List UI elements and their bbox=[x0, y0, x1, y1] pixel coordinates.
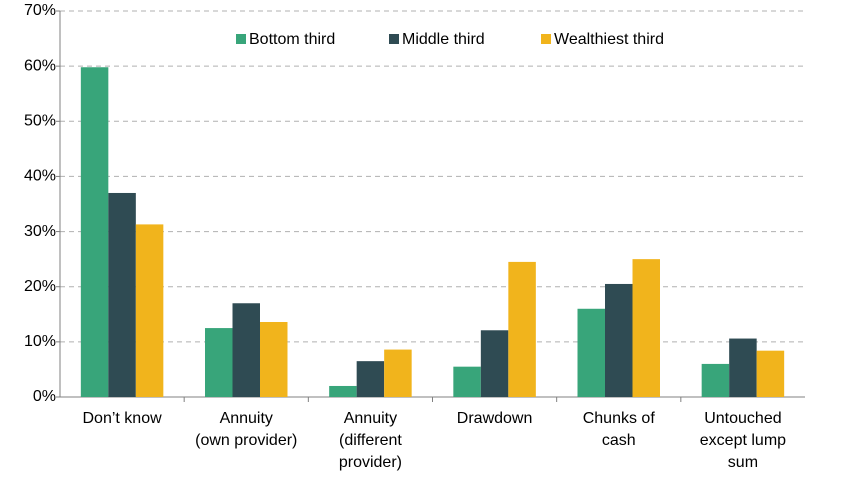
bar bbox=[329, 385, 357, 397]
bar bbox=[577, 308, 605, 397]
legend-item: Wealthiest third bbox=[541, 31, 664, 48]
bar bbox=[701, 363, 730, 397]
y-tick-label: 30% bbox=[24, 223, 56, 240]
bar bbox=[453, 366, 481, 397]
legend-label: Wealthiest third bbox=[554, 31, 664, 48]
bar bbox=[108, 192, 136, 397]
x-tick-label: Drawdown bbox=[457, 410, 533, 427]
y-tick-label: 40% bbox=[24, 168, 56, 185]
legend-item: Middle third bbox=[389, 31, 485, 48]
bar bbox=[756, 350, 785, 397]
y-tick-label: 50% bbox=[24, 113, 56, 130]
legend-item: Bottom third bbox=[236, 31, 335, 48]
x-tick-label: Don’t know bbox=[83, 410, 163, 427]
y-tick-label: 10% bbox=[24, 333, 56, 350]
y-tick-label: 60% bbox=[24, 57, 56, 74]
x-tick-label: Annuity (own provider) bbox=[195, 410, 297, 449]
x-tick-label: Untouched except lump sum bbox=[700, 410, 786, 471]
bar bbox=[260, 322, 288, 397]
x-tick-label: Chunks of cash bbox=[583, 410, 656, 449]
bar bbox=[384, 349, 412, 397]
x-tick-label: Annuity (different provider) bbox=[339, 410, 403, 471]
bar bbox=[729, 338, 757, 397]
y-tick-label: 20% bbox=[24, 278, 56, 295]
bar bbox=[632, 259, 660, 397]
y-tick-label: 70% bbox=[24, 2, 56, 19]
bar bbox=[356, 361, 385, 397]
bar bbox=[605, 283, 633, 397]
bar bbox=[508, 261, 536, 397]
legend-swatch bbox=[236, 34, 246, 44]
bar bbox=[135, 224, 164, 397]
bar bbox=[80, 67, 109, 397]
bar bbox=[232, 303, 260, 397]
legend-label: Middle third bbox=[402, 31, 485, 48]
legend-swatch bbox=[389, 34, 399, 44]
legend-swatch bbox=[541, 34, 551, 44]
legend-label: Bottom third bbox=[249, 31, 335, 48]
bar bbox=[480, 330, 509, 397]
bar bbox=[205, 328, 233, 397]
y-tick-label: 0% bbox=[33, 388, 56, 405]
